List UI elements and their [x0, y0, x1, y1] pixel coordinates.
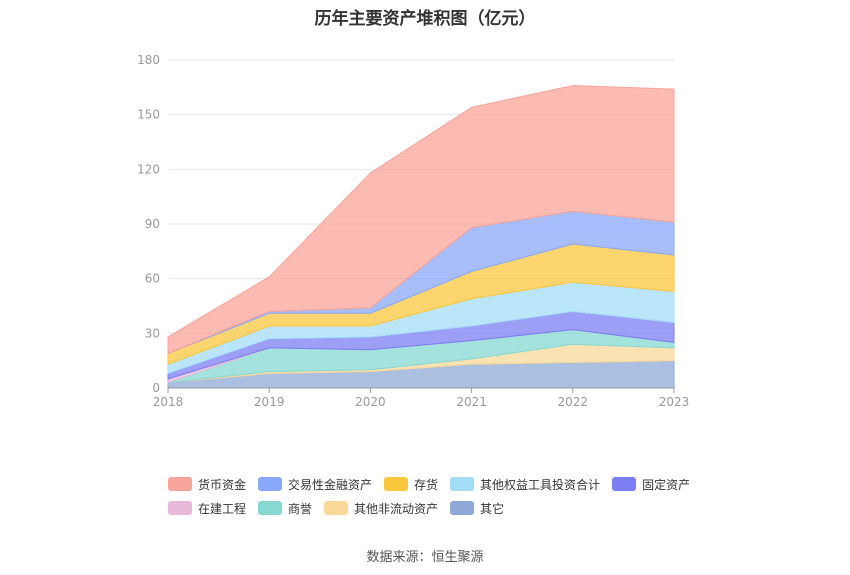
- legend-item[interactable]: 其他权益工具投资合计: [450, 476, 600, 493]
- stacked-area-chart: 0 30 60 90 120 150 180 2018 2019 2020 2021 2022 2023: [137, 53, 690, 409]
- legend-item[interactable]: 商誉: [258, 500, 312, 517]
- legend-item[interactable]: 交易性金融资产: [258, 476, 372, 493]
- legend-item[interactable]: 货币资金: [168, 476, 246, 493]
- legend-label: 其他非流动资产: [354, 501, 439, 516]
- legend-label: 交易性金融资产: [288, 477, 373, 492]
- legend-swatch: [258, 477, 283, 491]
- y-tick-label: 60: [145, 272, 160, 286]
- legend-row: 在建工程 商誉 其他非流动资产 其它: [168, 496, 728, 520]
- legend-label: 存货: [414, 477, 439, 492]
- y-tick-label: 90: [145, 217, 160, 231]
- legend-label: 其他权益工具投资合计: [480, 477, 601, 492]
- legend-swatch: [384, 477, 409, 491]
- legend-label: 商誉: [288, 501, 313, 516]
- area-series-8: [167, 85, 675, 355]
- x-tick-label: 2020: [355, 395, 386, 409]
- y-tick-label: 30: [145, 326, 160, 340]
- x-tick-label: 2022: [558, 395, 589, 409]
- legend-label: 其它: [480, 501, 505, 516]
- legend-item[interactable]: 其它: [450, 500, 504, 517]
- legend: 货币资金 交易性金融资产 存货 其他权益工具投资合计 固定资产在建工程 商誉 其他非流动资产…: [168, 472, 728, 520]
- legend-item[interactable]: 固定资产: [612, 476, 690, 493]
- source-note: 数据来源：恒生聚源: [366, 550, 484, 565]
- x-tick-label: 2019: [254, 395, 285, 409]
- x-tick-label: 2021: [456, 395, 487, 409]
- legend-item[interactable]: 存货: [384, 476, 438, 493]
- y-tick-label: 120: [137, 162, 160, 176]
- legend-swatch: [168, 501, 192, 515]
- legend-swatch: [450, 477, 475, 491]
- legend-swatch: [450, 501, 475, 515]
- legend-row: 货币资金 交易性金融资产 存货 其他权益工具投资合计 固定资产: [168, 472, 728, 496]
- legend-swatch: [258, 501, 283, 515]
- legend-label: 货币资金: [198, 477, 247, 492]
- chart-title: 历年主要资产堆积图（亿元）: [314, 9, 536, 29]
- y-tick-label: 150: [137, 108, 160, 122]
- x-tick-label: 2023: [659, 395, 690, 409]
- legend-swatch: [612, 477, 637, 491]
- x-tick-label: 2018: [153, 395, 184, 409]
- legend-swatch: [324, 501, 349, 515]
- legend-label: 固定资产: [642, 477, 691, 492]
- legend-item[interactable]: 在建工程: [168, 500, 246, 517]
- legend-item[interactable]: 其他非流动资产: [324, 500, 438, 517]
- y-tick-label: 0: [152, 381, 160, 395]
- legend-label: 在建工程: [198, 501, 247, 516]
- y-tick-label: 180: [137, 53, 160, 67]
- legend-swatch: [168, 477, 192, 491]
